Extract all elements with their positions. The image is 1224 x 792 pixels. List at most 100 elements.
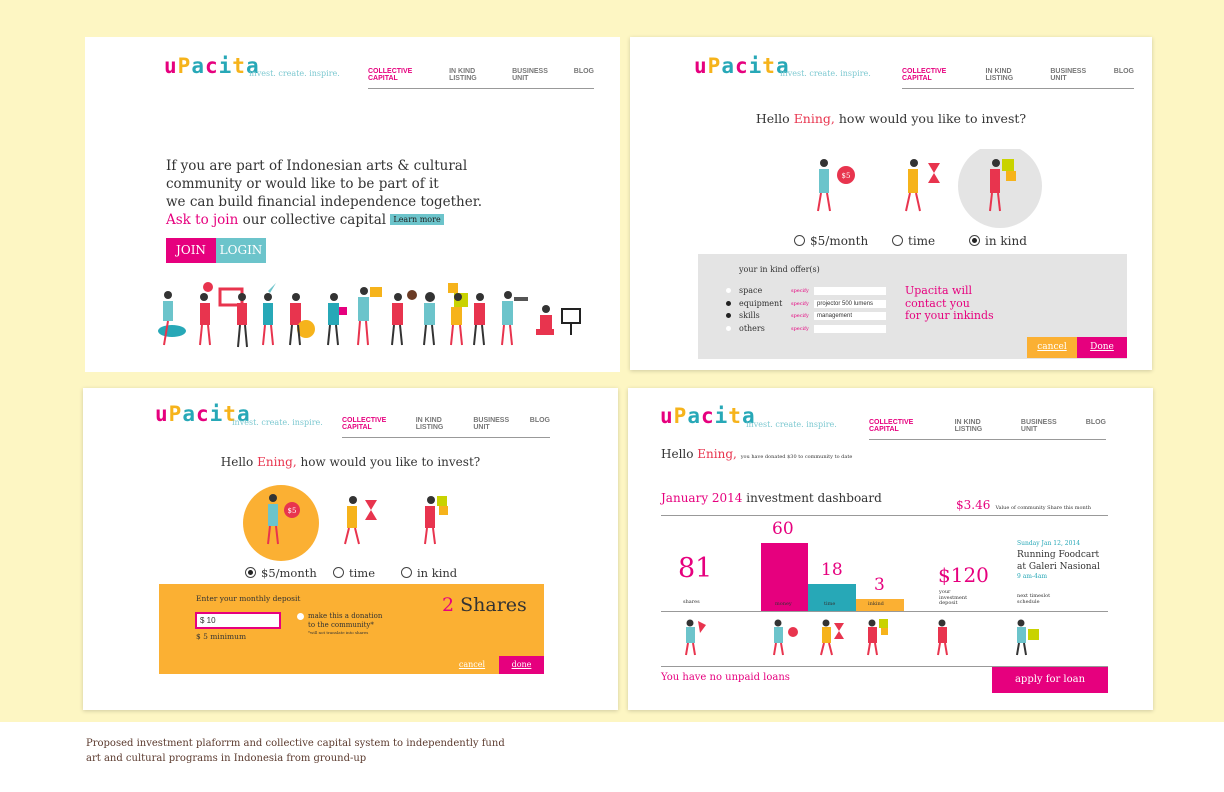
money-option-icon[interactable]: $5 bbox=[817, 159, 855, 212]
radio-circle[interactable] bbox=[892, 235, 903, 246]
money-option-icon[interactable]: $5 bbox=[267, 494, 300, 545]
greeting: Hello Ening, you have donated $30 to com… bbox=[661, 447, 852, 461]
nav-in-kind-listing[interactable]: IN KIND LISTING bbox=[415, 417, 444, 431]
figure bbox=[218, 287, 248, 348]
radio-money[interactable]: $5/month bbox=[245, 566, 317, 580]
caption-line: art and cultural programs in Indonesia f… bbox=[86, 753, 367, 764]
figure bbox=[327, 293, 347, 346]
learn-more-button[interactable]: Learn more bbox=[390, 214, 444, 225]
kind-option-icon[interactable] bbox=[989, 159, 1016, 212]
done-button[interactable]: done bbox=[499, 656, 544, 674]
radio-circle[interactable] bbox=[969, 235, 980, 246]
nav-in-kind-listing[interactable]: IN KIND LISTING bbox=[954, 419, 983, 433]
radio-time[interactable]: time bbox=[333, 566, 375, 580]
deposit-input[interactable]: $ 10 bbox=[195, 612, 281, 629]
next-event[interactable]: Sunday Jan 12, 2014 Running Foodcart at … bbox=[1017, 540, 1100, 580]
deposit-label-line: deposit bbox=[939, 600, 958, 606]
nav-business-unit[interactable]: BUSINESS UNIT bbox=[512, 68, 548, 82]
divider bbox=[661, 515, 1108, 516]
upacita-logo[interactable]: uPacita bbox=[694, 54, 790, 78]
nav-collective-capital[interactable]: COLLECTIVE CAPITAL bbox=[368, 68, 413, 82]
item-label: equipment bbox=[739, 298, 783, 308]
radio-label: time bbox=[349, 566, 376, 580]
radio-label: in kind bbox=[417, 566, 458, 580]
event-date: Sunday Jan 12, 2014 bbox=[1017, 540, 1081, 547]
upacita-logo[interactable]: uPacita bbox=[660, 404, 756, 428]
item-label: space bbox=[739, 286, 763, 295]
time-option-icon[interactable] bbox=[344, 496, 377, 545]
shares-summary: 2 Shares bbox=[442, 594, 527, 616]
figure bbox=[423, 292, 435, 346]
nav-in-kind-listing[interactable]: IN KIND LISTING bbox=[985, 68, 1014, 82]
nav-blog[interactable]: BLOG bbox=[1085, 419, 1106, 426]
nav-business-unit[interactable]: BUSINESS UNIT bbox=[1020, 419, 1057, 433]
figure bbox=[685, 619, 706, 656]
nav-blog[interactable]: BLOG bbox=[1113, 68, 1134, 75]
radio-circle[interactable] bbox=[333, 567, 344, 578]
radio-money[interactable]: $5/month bbox=[794, 234, 868, 248]
nav-in-kind-listing[interactable]: IN KIND LISTING bbox=[449, 68, 477, 82]
greeting-hello: Hello bbox=[220, 455, 254, 469]
donation-option[interactable]: make this a donation to the community* *… bbox=[308, 612, 382, 636]
radio-circle[interactable] bbox=[245, 567, 256, 578]
donation-toggle[interactable] bbox=[297, 613, 304, 620]
share-value-amount: $3.46 bbox=[956, 498, 991, 512]
item-label: skills bbox=[739, 311, 760, 320]
form-title: your in kind offer(s) bbox=[739, 265, 820, 274]
nav-collective-capital[interactable]: COLLECTIVE CAPITAL bbox=[869, 419, 914, 433]
skills-field[interactable]: management bbox=[814, 312, 886, 320]
shares-label: shares bbox=[683, 599, 700, 605]
cancel-button[interactable]: cancel bbox=[449, 656, 495, 674]
intro-line: community or would like to be part of it bbox=[166, 176, 439, 192]
activity-figures bbox=[685, 619, 1039, 656]
radio-kind[interactable]: in kind bbox=[401, 566, 457, 580]
nav-collective-capital[interactable]: COLLECTIVE CAPITAL bbox=[902, 68, 947, 82]
greeting: Hello Ening, how would you like to inves… bbox=[83, 455, 618, 469]
figure bbox=[289, 293, 315, 346]
greeting-hello: Hello bbox=[661, 447, 694, 461]
space-field[interactable] bbox=[814, 287, 886, 295]
kind-option-icon[interactable] bbox=[424, 496, 448, 545]
nav-blog[interactable]: BLOG bbox=[529, 417, 550, 424]
contact-note: Upacita will contact you for your inkind… bbox=[905, 284, 994, 323]
deposit-total: $120 bbox=[938, 563, 989, 587]
inkind-bar bbox=[856, 599, 904, 611]
nav-blog[interactable]: BLOG bbox=[573, 68, 594, 75]
time-option-icon[interactable] bbox=[905, 159, 940, 212]
inkind-item-others[interactable]: others specify bbox=[726, 323, 896, 336]
figure bbox=[260, 283, 276, 346]
nav-business-unit[interactable]: BUSINESS UNIT bbox=[473, 417, 510, 431]
radio-kind[interactable]: in kind bbox=[969, 234, 1027, 248]
join-button[interactable]: JOIN bbox=[166, 238, 216, 263]
intro-line: If you are part of Indonesian arts & cul… bbox=[166, 158, 468, 174]
radio-circle[interactable] bbox=[794, 235, 805, 246]
others-field[interactable] bbox=[814, 324, 886, 333]
ask-to-join-link[interactable]: Ask to join bbox=[166, 212, 239, 228]
community-illustration bbox=[158, 282, 581, 348]
specify-label: specify bbox=[791, 313, 809, 319]
login-button[interactable]: LOGIN bbox=[216, 238, 266, 263]
dashboard-month: January 2014 bbox=[661, 491, 743, 505]
next-label-line: next timeslot bbox=[1017, 593, 1051, 599]
radio-time[interactable]: time bbox=[892, 234, 935, 248]
done-button[interactable]: Done bbox=[1077, 337, 1127, 358]
svg-text:$5: $5 bbox=[288, 507, 297, 515]
figure bbox=[391, 290, 417, 346]
figure bbox=[158, 291, 186, 346]
upacita-logo[interactable]: uPacita bbox=[164, 54, 260, 78]
radio-circle[interactable] bbox=[401, 567, 412, 578]
donation-footnote: *will not translate into shares bbox=[308, 630, 369, 635]
inkind-item-equipment[interactable]: equipment specify projector 500 lumens bbox=[726, 298, 896, 311]
nav-collective-capital[interactable]: COLLECTIVE CAPITAL bbox=[342, 417, 387, 431]
time-bar-value: 18 bbox=[821, 560, 843, 580]
figure bbox=[501, 291, 528, 346]
equipment-field[interactable]: projector 500 lumens bbox=[814, 299, 886, 308]
item-label: others bbox=[739, 323, 765, 333]
apply-for-loan-button[interactable]: apply for loan bbox=[992, 667, 1108, 693]
main-nav: COLLECTIVE CAPITAL IN KIND LISTING BUSIN… bbox=[342, 417, 550, 438]
nav-business-unit[interactable]: BUSINESS UNIT bbox=[1050, 68, 1087, 82]
inkind-item-space[interactable]: space specify bbox=[726, 285, 896, 298]
upacita-logo[interactable]: uPacita bbox=[155, 402, 251, 426]
cancel-button[interactable]: cancel bbox=[1027, 337, 1077, 358]
inkind-item-skills[interactable]: skills specify management bbox=[726, 310, 896, 323]
